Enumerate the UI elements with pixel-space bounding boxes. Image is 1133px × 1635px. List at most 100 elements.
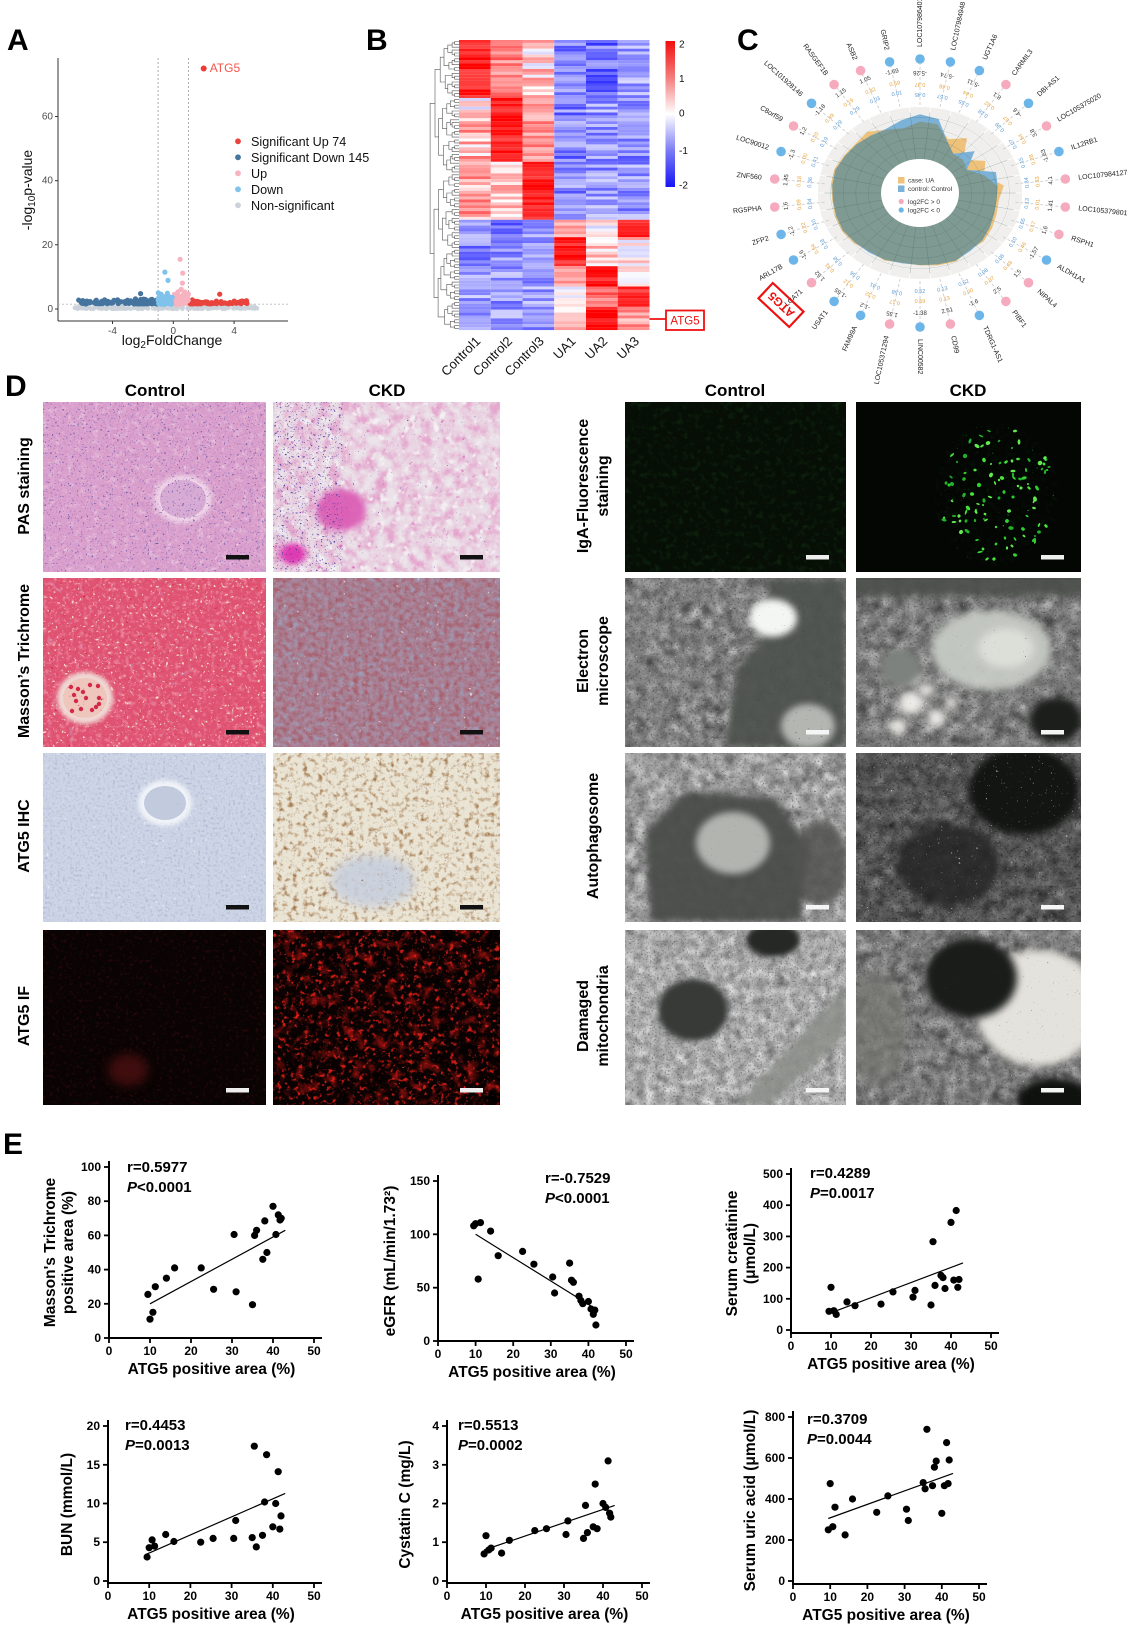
svg-text:2.5: 2.5 bbox=[992, 286, 1003, 296]
svg-text:-1.6: -1.6 bbox=[798, 248, 809, 261]
svg-text:0: 0 bbox=[93, 1574, 100, 1588]
svg-text:ATG5 positive area (%): ATG5 positive area (%) bbox=[448, 1364, 616, 1381]
svg-text:3: 3 bbox=[432, 1458, 439, 1472]
svg-text:UA3: UA3 bbox=[614, 334, 642, 362]
svg-text:15: 15 bbox=[87, 1458, 101, 1472]
svg-text:ATG5 positive area (%): ATG5 positive area (%) bbox=[128, 1361, 296, 1378]
svg-text:TDRG1-AS1: TDRG1-AS1 bbox=[981, 325, 1003, 364]
svg-text:Non-significant: Non-significant bbox=[251, 199, 335, 213]
svg-text:5: 5 bbox=[93, 1535, 100, 1549]
svg-text:P=0.0013: P=0.0013 bbox=[125, 1437, 190, 1454]
svg-text:20: 20 bbox=[861, 1590, 875, 1604]
svg-text:100: 100 bbox=[410, 1227, 430, 1241]
svg-text:IL12RB1: IL12RB1 bbox=[1070, 137, 1098, 152]
svg-text:0.00: 0.00 bbox=[801, 153, 810, 165]
svg-text:0.08: 0.08 bbox=[977, 268, 989, 279]
svg-text:Masson's Trichrome: Masson's Trichrome bbox=[42, 1177, 59, 1327]
svg-text:2.51: 2.51 bbox=[941, 307, 954, 315]
svg-text:0.13: 0.13 bbox=[1024, 198, 1031, 209]
svg-text:1.52: 1.52 bbox=[814, 268, 827, 281]
svg-text:0.59: 0.59 bbox=[889, 80, 901, 88]
svg-text:LOC105375020: LOC105375020 bbox=[1056, 93, 1102, 124]
svg-text:0.19: 0.19 bbox=[843, 98, 855, 109]
svg-text:0.58: 0.58 bbox=[832, 255, 844, 267]
svg-text:0.46: 0.46 bbox=[1018, 241, 1029, 253]
svg-text:0.41: 0.41 bbox=[811, 156, 820, 168]
svg-text:50: 50 bbox=[417, 1281, 431, 1295]
svg-text:20: 20 bbox=[184, 1344, 198, 1358]
svg-text:0.54: 0.54 bbox=[810, 242, 821, 254]
svg-text:0: 0 bbox=[423, 1334, 430, 1348]
svg-text:r=0.5977: r=0.5977 bbox=[127, 1159, 187, 1176]
svg-text:LOC107984127: LOC107984127 bbox=[1078, 170, 1128, 182]
svg-text:ASB2: ASB2 bbox=[844, 42, 858, 61]
svg-text:80: 80 bbox=[88, 1194, 102, 1208]
svg-text:-1.2: -1.2 bbox=[859, 300, 871, 310]
svg-text:30: 30 bbox=[544, 1347, 558, 1361]
svg-text:UA2: UA2 bbox=[582, 334, 610, 362]
svg-text:Down: Down bbox=[251, 183, 283, 197]
svg-text:ATG5 positive area (%): ATG5 positive area (%) bbox=[461, 1606, 629, 1623]
svg-text:P<0.0001: P<0.0001 bbox=[127, 1179, 192, 1196]
svg-text:20: 20 bbox=[518, 1589, 532, 1603]
svg-text:log2FC < 0: log2FC < 0 bbox=[908, 208, 940, 215]
svg-text:0.33: 0.33 bbox=[1035, 176, 1042, 187]
svg-text:0.17: 0.17 bbox=[889, 298, 901, 306]
svg-text:1.6: 1.6 bbox=[1041, 225, 1049, 235]
svg-text:ATG5: ATG5 bbox=[670, 316, 699, 328]
svg-text:40: 40 bbox=[42, 176, 54, 187]
svg-text:40: 40 bbox=[582, 1347, 596, 1361]
svg-text:0.57: 0.57 bbox=[1003, 114, 1015, 126]
svg-text:1.6: 1.6 bbox=[783, 201, 790, 211]
svg-text:0.01: 0.01 bbox=[1035, 199, 1042, 210]
svg-text:-4: -4 bbox=[108, 326, 117, 337]
svg-text:800: 800 bbox=[765, 1410, 785, 1424]
svg-text:0.20: 0.20 bbox=[810, 131, 821, 143]
svg-text:0: 0 bbox=[790, 1590, 797, 1604]
svg-text:0: 0 bbox=[778, 1574, 785, 1588]
svg-text:0.29: 0.29 bbox=[849, 106, 861, 117]
svg-text:150: 150 bbox=[410, 1174, 430, 1188]
svg-text:1.5: 1.5 bbox=[1013, 268, 1023, 279]
svg-text:RASGEF1B: RASGEF1B bbox=[801, 43, 829, 78]
svg-text:ARL17B: ARL17B bbox=[758, 263, 784, 282]
svg-text:100: 100 bbox=[81, 1160, 101, 1174]
svg-text:300: 300 bbox=[763, 1229, 783, 1243]
svg-text:0: 0 bbox=[171, 326, 177, 337]
svg-text:RSPH1: RSPH1 bbox=[1070, 235, 1094, 249]
svg-text:-1.57: -1.57 bbox=[1028, 246, 1040, 261]
svg-text:0.18: 0.18 bbox=[819, 237, 830, 249]
svg-text:NIPAL4: NIPAL4 bbox=[1036, 288, 1058, 309]
svg-text:0.56: 0.56 bbox=[849, 269, 861, 280]
svg-text:0.32: 0.32 bbox=[865, 289, 877, 299]
svg-text:Significant Up 74: Significant Up 74 bbox=[251, 135, 346, 149]
svg-text:30: 30 bbox=[898, 1590, 912, 1604]
svg-text:600: 600 bbox=[765, 1451, 785, 1465]
svg-text:0: 0 bbox=[776, 1323, 783, 1337]
svg-text:-log10p-value: -log10p-value bbox=[19, 150, 38, 231]
svg-text:0.44: 0.44 bbox=[962, 88, 974, 98]
svg-text:20: 20 bbox=[184, 1589, 198, 1603]
svg-text:0: 0 bbox=[432, 1574, 439, 1588]
svg-text:0.57: 0.57 bbox=[937, 92, 949, 100]
svg-text:0.18: 0.18 bbox=[796, 176, 803, 187]
svg-text:2: 2 bbox=[679, 40, 685, 51]
svg-text:0.22: 0.22 bbox=[801, 221, 810, 233]
svg-text:30: 30 bbox=[557, 1589, 571, 1603]
svg-text:0.00: 0.00 bbox=[962, 288, 974, 298]
svg-text:log2FoldChange: log2FoldChange bbox=[122, 332, 223, 351]
svg-text:50: 50 bbox=[984, 1339, 998, 1353]
svg-text:0: 0 bbox=[679, 109, 685, 120]
svg-text:0.37: 0.37 bbox=[915, 81, 926, 87]
svg-text:1.2: 1.2 bbox=[799, 126, 809, 137]
svg-text:FAM99A: FAM99A bbox=[842, 325, 859, 353]
svg-text:-1.2: -1.2 bbox=[788, 225, 797, 237]
svg-text:-1.63: -1.63 bbox=[1040, 148, 1050, 163]
svg-text:eGFR (mL/min/1.73²): eGFR (mL/min/1.73²) bbox=[382, 1186, 399, 1337]
svg-text:BUN (mmol/L): BUN (mmol/L) bbox=[59, 1453, 76, 1556]
svg-text:r=0.4289: r=0.4289 bbox=[810, 1165, 870, 1182]
svg-text:0.45: 0.45 bbox=[915, 91, 926, 97]
svg-text:10: 10 bbox=[824, 1339, 838, 1353]
svg-text:0.19: 0.19 bbox=[819, 136, 830, 148]
svg-text:0.58: 0.58 bbox=[891, 288, 903, 296]
